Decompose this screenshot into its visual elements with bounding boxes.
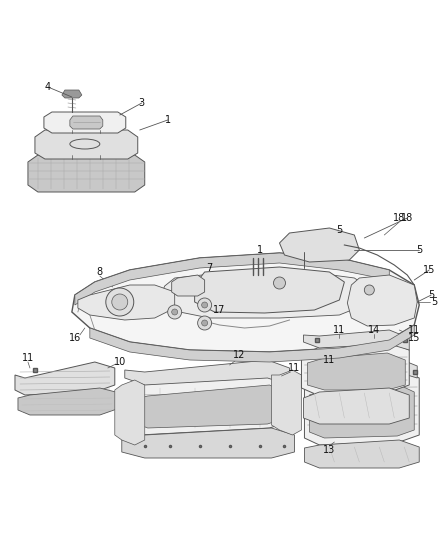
Polygon shape [90,325,414,362]
Polygon shape [44,112,126,133]
Polygon shape [132,385,286,428]
Polygon shape [304,330,409,350]
Text: 11: 11 [288,363,300,373]
Polygon shape [18,388,120,415]
Polygon shape [122,428,294,458]
Polygon shape [28,155,145,192]
Text: 11: 11 [323,355,336,365]
Polygon shape [304,388,409,424]
Polygon shape [122,372,294,435]
Polygon shape [75,253,389,305]
Text: 18: 18 [393,213,406,223]
Polygon shape [62,90,82,98]
Polygon shape [125,360,290,385]
Polygon shape [304,370,419,445]
Text: 11: 11 [22,353,34,363]
Text: 7: 7 [206,263,213,273]
Text: 16: 16 [69,333,81,343]
Text: 1: 1 [257,245,263,255]
Polygon shape [304,440,419,468]
Text: 17: 17 [213,305,226,315]
Text: 5: 5 [428,290,434,300]
Text: 5: 5 [336,225,343,235]
Circle shape [201,320,208,326]
Text: 10: 10 [113,357,126,367]
Circle shape [201,302,208,308]
Text: 8: 8 [97,267,103,277]
Text: 15: 15 [408,333,420,343]
Polygon shape [307,353,405,390]
Polygon shape [72,253,419,352]
Polygon shape [347,275,417,326]
Text: 3: 3 [139,98,145,108]
Circle shape [364,285,374,295]
Circle shape [198,298,212,312]
Text: 15: 15 [423,265,435,275]
Polygon shape [160,272,369,318]
Text: 13: 13 [323,445,336,455]
Text: 1: 1 [165,115,171,125]
Circle shape [198,316,212,330]
Circle shape [168,305,182,319]
Polygon shape [115,380,145,445]
Polygon shape [309,384,414,438]
Polygon shape [279,228,359,262]
Polygon shape [272,370,301,435]
Text: 11: 11 [333,325,346,335]
Polygon shape [194,267,344,313]
Polygon shape [301,342,409,395]
Text: 4: 4 [45,82,51,92]
Text: 11: 11 [408,325,420,335]
Polygon shape [15,362,115,395]
Text: 5: 5 [416,245,422,255]
Text: 14: 14 [368,325,381,335]
Circle shape [172,309,178,315]
Polygon shape [70,116,103,129]
Polygon shape [172,275,205,296]
Circle shape [273,277,286,289]
Circle shape [106,288,134,316]
Polygon shape [35,130,138,159]
Text: 5: 5 [431,297,437,307]
Text: 12: 12 [233,350,246,360]
Polygon shape [78,285,175,320]
Polygon shape [307,358,417,378]
Circle shape [112,294,128,310]
Text: 18: 18 [401,213,413,223]
